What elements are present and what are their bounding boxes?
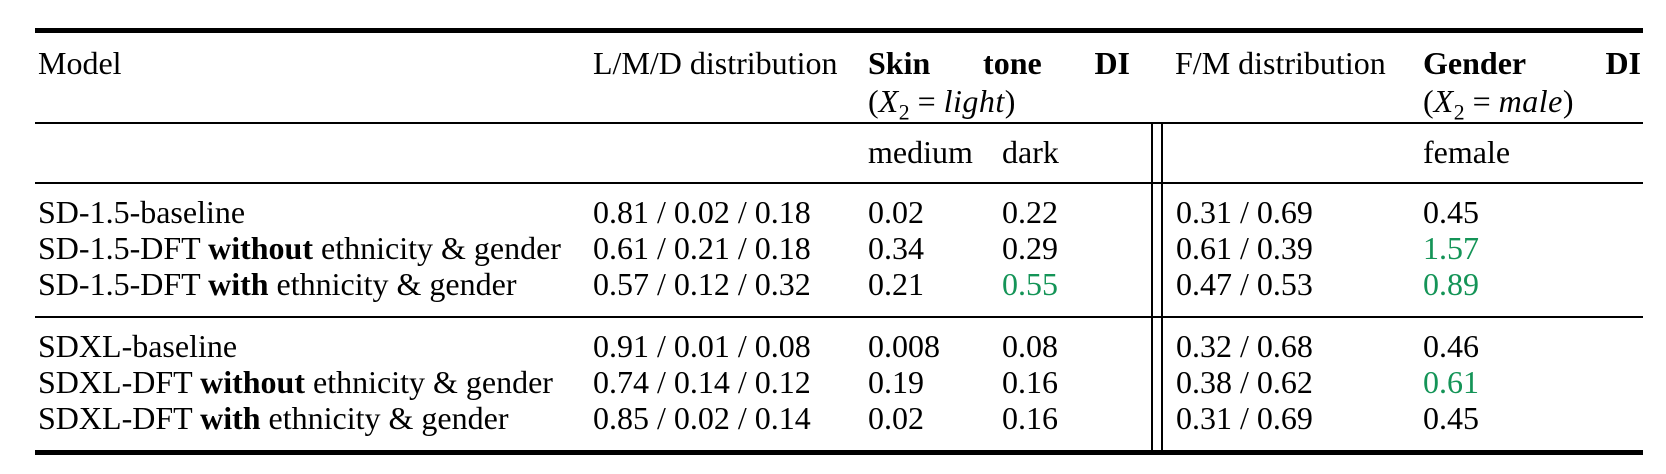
skin-di-medium-value: 0.008	[868, 327, 940, 364]
gender-di-value: 1.57	[1423, 229, 1479, 266]
lmd-distribution-value: 0.81 / 0.02 / 0.18	[593, 193, 811, 230]
col-header-lmd-distribution: L/M/D distribution	[593, 45, 838, 81]
skin-di-dark-value: 0.08	[1002, 327, 1058, 364]
skin-di-medium-value: 0.34	[868, 229, 924, 266]
subheader-row: medium dark female	[35, 122, 1643, 183]
fm-distribution-value: 0.31 / 0.69	[1176, 193, 1313, 230]
table-row: SDXL-baseline 0.91 / 0.01 / 0.08 0.008 0…	[35, 316, 1643, 364]
double-vertical-rule	[1151, 399, 1163, 452]
skin-di-dark-value: 0.29	[1002, 229, 1058, 266]
skin-tone-condition: (X2 = light)	[868, 83, 1016, 125]
skin-di-medium-value: 0.02	[868, 399, 924, 436]
skin-di-medium-value: 0.21	[868, 265, 924, 302]
gender-di-value: 0.61	[1423, 363, 1479, 400]
fm-distribution-value: 0.32 / 0.68	[1176, 327, 1313, 364]
skin-di-dark-value: 0.16	[1002, 363, 1058, 400]
lmd-distribution-value: 0.57 / 0.12 / 0.32	[593, 265, 811, 302]
gender-di-value: 0.46	[1423, 327, 1479, 364]
col-header-model: Model	[38, 45, 122, 81]
col-header-gender-di: Gender DI (X2 = male)	[1417, 31, 1643, 123]
subheader-female: female	[1423, 134, 1511, 170]
skin-di-dark-value: 0.16	[1002, 399, 1058, 436]
gender-di-title: Gender DI	[1423, 45, 1641, 81]
fm-distribution-value: 0.61 / 0.39	[1176, 229, 1313, 266]
section-sd15: SD-1.5-baseline 0.81 / 0.02 / 0.18 0.02 …	[35, 182, 1643, 317]
double-vertical-rule	[1151, 229, 1163, 266]
fm-distribution-value: 0.31 / 0.69	[1176, 399, 1313, 436]
double-vertical-rule	[1151, 316, 1163, 364]
model-name-cell: SDXL-baseline	[38, 327, 238, 364]
skin-di-medium-value: 0.19	[868, 363, 924, 400]
gender-condition: (X2 = male)	[1423, 83, 1574, 125]
results-table: Model L/M/D distribution Skin tone DI (X2 …	[35, 28, 1643, 455]
double-vertical-rule	[1151, 122, 1163, 183]
gender-di-value: 0.45	[1423, 193, 1479, 230]
header-row: Model L/M/D distribution Skin tone DI (X2 …	[35, 31, 1643, 123]
subheader-empty-lmd	[591, 123, 868, 183]
double-vertical-rule	[1151, 363, 1163, 400]
table-row: SD-1.5-baseline 0.81 / 0.02 / 0.18 0.02 …	[35, 182, 1643, 230]
section-sdxl: SDXL-baseline 0.91 / 0.01 / 0.08 0.008 0…	[35, 316, 1643, 452]
subheader-dark: dark	[1002, 134, 1059, 170]
table-row: SDXL-DFT without ethnicity & gender 0.74…	[35, 363, 1643, 400]
col-header-skin-tone-di: Skin tone DI (X2 = light)	[868, 31, 1152, 123]
model-name-cell: SD-1.5-DFT without ethnicity & gender	[38, 229, 561, 266]
gender-di-value: 0.89	[1423, 265, 1479, 302]
header-separator-cell	[1152, 31, 1162, 123]
double-vertical-rule	[1151, 182, 1163, 230]
subheader-empty-fm	[1162, 123, 1417, 183]
fm-distribution-value: 0.38 / 0.62	[1176, 363, 1313, 400]
skin-di-dark-value: 0.22	[1002, 193, 1058, 230]
table-row: SDXL-DFT with ethnicity & gender 0.85 / …	[35, 399, 1643, 452]
gender-di-value: 0.45	[1423, 399, 1479, 436]
results-table-container: Model L/M/D distribution Skin tone DI (X2 …	[35, 28, 1643, 455]
table-row: SD-1.5-DFT without ethnicity & gender 0.…	[35, 229, 1643, 266]
model-name-cell: SDXL-DFT without ethnicity & gender	[38, 363, 553, 400]
subheader-empty-model	[35, 123, 591, 183]
double-vertical-rule	[1151, 265, 1163, 317]
model-name-cell: SD-1.5-DFT with ethnicity & gender	[38, 265, 517, 302]
skin-di-medium-value: 0.02	[868, 193, 924, 230]
lmd-distribution-value: 0.61 / 0.21 / 0.18	[593, 229, 811, 266]
lmd-distribution-value: 0.85 / 0.02 / 0.14	[593, 399, 811, 436]
model-name-cell: SDXL-DFT with ethnicity & gender	[38, 399, 509, 436]
model-name-cell: SD-1.5-baseline	[38, 193, 246, 230]
lmd-distribution-value: 0.91 / 0.01 / 0.08	[593, 327, 811, 364]
fm-distribution-value: 0.47 / 0.53	[1176, 265, 1313, 302]
skin-tone-di-title: Skin tone DI	[868, 45, 1130, 81]
col-header-fm-distribution: F/M distribution	[1175, 45, 1386, 81]
lmd-distribution-value: 0.74 / 0.14 / 0.12	[593, 363, 811, 400]
subheader-medium: medium	[868, 134, 973, 170]
table-row: SD-1.5-DFT with ethnicity & gender 0.57 …	[35, 265, 1643, 317]
skin-di-dark-value: 0.55	[1002, 265, 1058, 302]
